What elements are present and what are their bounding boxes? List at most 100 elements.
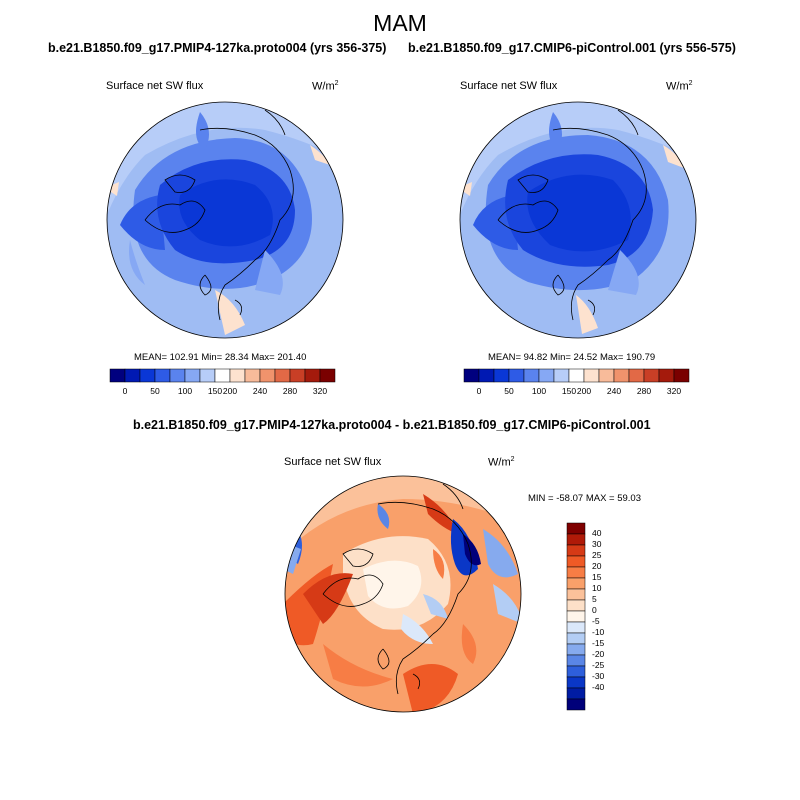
diff-colorbar-tick-label: 25 <box>592 550 602 560</box>
panel2-colorbar-swatch <box>523 368 540 383</box>
diff-colorbar-swatch <box>566 555 586 568</box>
panel2-colorbar-ticks: 0 50 100 150 200 240 280 320 <box>464 386 689 398</box>
panel2-colorbar-swatch <box>508 368 525 383</box>
panel1-colorbar-swatch <box>319 368 336 383</box>
diff-colorbar-swatch <box>566 632 586 645</box>
panel1-colorbar-swatch <box>244 368 261 383</box>
panel2-colorbar-swatch <box>493 368 510 383</box>
panel1-variable-label: Surface net SW flux <box>106 80 204 92</box>
diff-stats: MIN = -58.07 MAX = 59.03 <box>528 493 642 504</box>
panel1-colorbar-swatch <box>124 368 141 383</box>
diff-colorbar-tick-label: 0 <box>592 605 597 615</box>
panel2-colorbar-swatch <box>568 368 585 383</box>
diff-colorbar-tick-label: -15 <box>592 638 605 648</box>
panel1-colorbar-tick-label: 320 <box>312 386 328 396</box>
panel1-units-label: W/m2 <box>312 80 339 93</box>
diff-colorbar-swatch <box>566 610 586 623</box>
panel1-colorbar-swatch <box>139 368 156 383</box>
panel1-colorbar-swatch <box>229 368 246 383</box>
panel1-colorbar-tick-label: 50 <box>150 386 160 396</box>
panel1-colorbar-tick-label: 150 <box>207 386 223 396</box>
panel1-colorbar-ticks: 0 50 100 150 200 240 280 320 <box>110 386 335 398</box>
figure-title: MAM <box>373 10 427 36</box>
diff-colorbar-swatch <box>566 654 586 667</box>
panel1-case-title: b.e21.B1850.f09_g17.PMIP4-127ka.proto004… <box>48 41 387 55</box>
diff-colorbar-swatch <box>566 665 586 678</box>
panel1-colorbar-swatch <box>289 368 306 383</box>
panel1-map <box>106 101 344 339</box>
panel2-variable-label: Surface net SW flux <box>460 80 558 92</box>
diff-colorbar-tick-label: -20 <box>592 649 605 659</box>
diff-colorbar-tick-label: -25 <box>592 660 605 670</box>
panel2-colorbar-swatch <box>553 368 570 383</box>
panel2-colorbar-swatch <box>463 368 480 383</box>
diff-case-title: b.e21.B1850.f09_g17.PMIP4-127ka.proto004… <box>133 418 651 432</box>
diff-colorbar-tick-label: -40 <box>592 682 605 692</box>
panel2-colorbar-swatch <box>583 368 600 383</box>
diff-colorbar <box>566 522 586 711</box>
panel1-stats: MEAN= 102.91 Min= 28.34 Max= 201.40 <box>134 352 307 363</box>
diff-colorbar-swatch <box>566 577 586 590</box>
panel2-colorbar-swatch <box>598 368 615 383</box>
diff-variable-label: Surface net SW flux <box>284 456 382 468</box>
panel1-colorbar-swatch <box>199 368 216 383</box>
diff-colorbar-swatch <box>566 698 586 711</box>
panel2-colorbar-swatch <box>643 368 660 383</box>
panel2-colorbar-tick-label: 0 <box>476 386 482 396</box>
panel2-colorbar-swatch <box>658 368 675 383</box>
panel2-colorbar-swatch <box>538 368 555 383</box>
panel2-colorbar-tick-label: 50 <box>504 386 514 396</box>
diff-colorbar-swatch <box>566 533 586 546</box>
panel2-colorbar-swatch <box>628 368 645 383</box>
panel1-colorbar <box>109 368 336 383</box>
diff-colorbar-ticks: 40 30 25 20 15 10 5 0 -5 -10 -15 -20 -25 -30 -40 <box>592 523 632 710</box>
diff-colorbar-tick-label: -5 <box>592 616 600 626</box>
diff-colorbar-tick-label: 5 <box>592 594 597 604</box>
panel1-colorbar-swatch <box>184 368 201 383</box>
diff-colorbar-tick-label: 40 <box>592 528 602 538</box>
panel1-colorbar-tick-label: 200 <box>222 386 238 396</box>
panel2-stats: MEAN= 94.82 Min= 24.52 Max= 190.79 <box>488 352 656 363</box>
diff-colorbar-tick-label: 20 <box>592 561 602 571</box>
panel1-colorbar-swatch <box>274 368 291 383</box>
diff-colorbar-tick-label: 15 <box>592 572 602 582</box>
panel2-colorbar-tick-label: 150 <box>561 386 577 396</box>
diff-colorbar-swatch <box>566 643 586 656</box>
diff-colorbar-swatch <box>566 588 586 601</box>
panel2-units-label: W/m2 <box>666 80 693 93</box>
diff-colorbar-tick-label: 30 <box>592 539 602 549</box>
panel2-map <box>459 101 697 339</box>
panel1-colorbar-tick-label: 0 <box>122 386 128 396</box>
diff-colorbar-swatch <box>566 544 586 557</box>
diff-colorbar-tick-label: -10 <box>592 627 605 637</box>
panel2-colorbar-swatch <box>673 368 690 383</box>
diff-colorbar-swatch <box>566 566 586 579</box>
panel2-case-title: b.e21.B1850.f09_g17.CMIP6-piControl.001 … <box>408 41 736 55</box>
panel2-colorbar-swatch <box>478 368 495 383</box>
panel2-colorbar-tick-label: 100 <box>531 386 547 396</box>
panel1-colorbar-swatch <box>109 368 126 383</box>
panel2-colorbar <box>463 368 690 383</box>
panel2-colorbar-tick-label: 320 <box>666 386 682 396</box>
diff-colorbar-tick-label: -30 <box>592 671 605 681</box>
panel1-colorbar-swatch <box>154 368 171 383</box>
panel2-colorbar-tick-label: 280 <box>636 386 652 396</box>
diff-units-label: W/m2 <box>488 456 515 469</box>
diff-colorbar-swatch <box>566 599 586 612</box>
panel1-colorbar-swatch <box>304 368 321 383</box>
diff-colorbar-swatch <box>566 522 586 535</box>
panel1-colorbar-tick-label: 280 <box>282 386 298 396</box>
diff-colorbar-swatch <box>566 676 586 689</box>
panel1-colorbar-swatch <box>259 368 276 383</box>
diff-map <box>284 475 522 713</box>
panel1-colorbar-tick-label: 240 <box>252 386 268 396</box>
panel1-colorbar-tick-label: 100 <box>177 386 193 396</box>
panel1-colorbar-swatch <box>169 368 186 383</box>
panel2-colorbar-tick-label: 240 <box>606 386 622 396</box>
diff-colorbar-tick-label: 10 <box>592 583 602 593</box>
panel1-colorbar-swatch <box>214 368 231 383</box>
diff-colorbar-swatch <box>566 687 586 700</box>
panel2-colorbar-tick-label: 200 <box>576 386 592 396</box>
diff-colorbar-swatch <box>566 621 586 634</box>
panel2-colorbar-swatch <box>613 368 630 383</box>
